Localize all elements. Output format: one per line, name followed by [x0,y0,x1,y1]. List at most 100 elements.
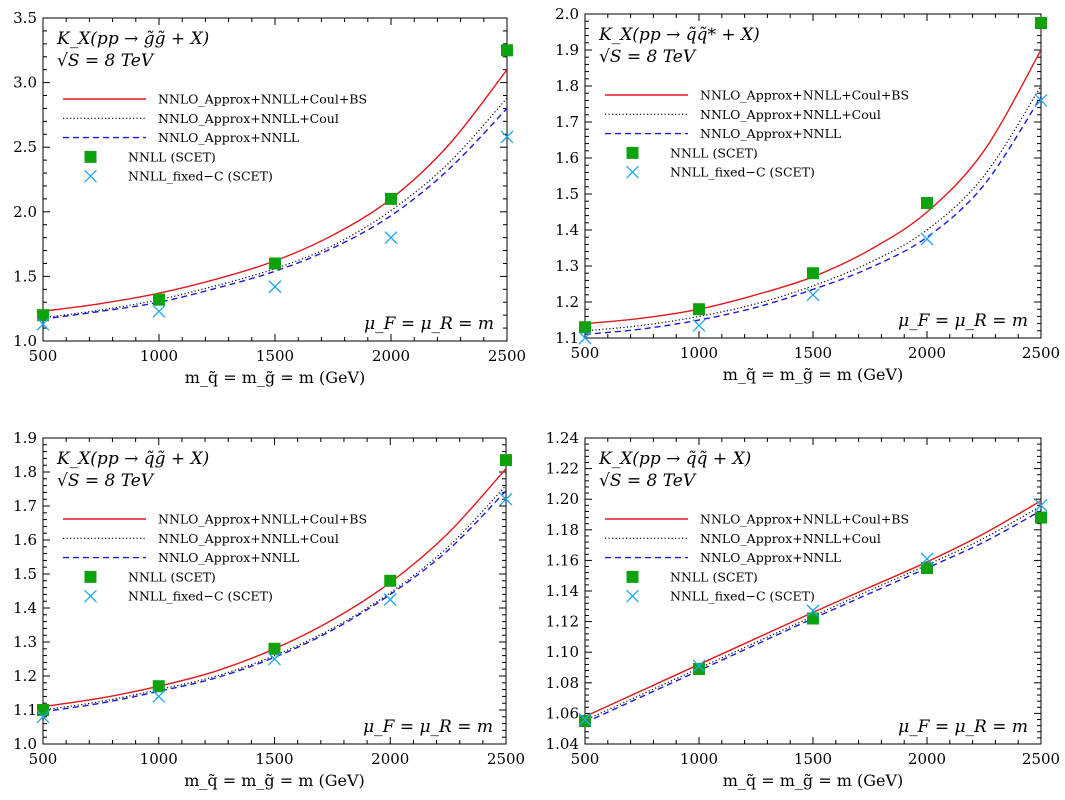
nnll-scet-point [384,574,397,587]
x-tick-label: 500 [571,750,600,768]
y-tick-label: 1.1 [555,329,579,347]
legend-label-5: NNLL_fixed−C (SCET) [128,589,273,604]
legend-label-text: NNLO_Approx+NNLL [158,550,299,565]
nnll-scet-point [1035,511,1047,524]
nnll-scet-point [268,642,281,655]
legend-label-5: NNLL_fixed−C (SCET) [670,165,815,180]
scale-choice-label: μ_F = μ_R = m [364,314,494,334]
legend-label-text: NNLL (SCET) [128,149,216,164]
legend-label-text: NNLL (SCET) [670,145,758,160]
y-tick-label: 1.24 [546,429,579,447]
scale-choice-label: μ_F = μ_R = m [363,717,493,737]
scale-choice-text: μ_F = μ_R = m [364,314,494,334]
process-label-text: K_X(pp → q̃q̃* + X) [598,25,760,45]
panel-process-label: K_X(pp → q̃g̃ + X) [56,449,209,469]
x-tick-label: 2000 [908,344,946,362]
panel-energy-label: √S = 8 TeV [57,471,155,491]
process-label-text: K_X(pp → q̃q̃ + X) [598,449,751,469]
panel-energy-label: √S = 8 TeV [599,47,697,67]
legend: NNLO_Approx+NNLL+Coul+BS NNLO_Approx+NNLL… [605,88,909,180]
process-label-text: K_X(pp → g̃g̃ + X) [56,29,209,49]
energy-label-text: √S = 8 TeV [599,471,697,491]
y-tick-label: 1.4 [555,221,579,239]
nnll-fixed-c-point [692,318,706,332]
nnll-scet-point [385,192,397,205]
y-tick-label: 1.3 [13,633,37,651]
nnll-fixed-c-point [806,604,820,618]
series-line-1 [43,69,507,312]
nnll-fixed-c-point [268,652,281,666]
nnll-fixed-c-point [36,317,50,331]
legend-label-3: NNLO_Approx+NNLL [158,550,299,565]
series-line-1 [585,49,1041,325]
scale-choice-label: μ_F = μ_R = m [898,717,1028,737]
y-tick-label: 1.7 [555,113,579,131]
series-group [43,69,507,320]
panel-energy-label: √S = 8 TeV [599,471,697,491]
nnll-fixed-c-point [578,713,592,726]
y-tick-label: 2.0 [13,203,37,221]
x-tick-label: 500 [571,344,600,362]
plot-panel-3: 500 1000 1500 2000 2500 1.0 1.1 1.2 1.3 1.4 1.5 1.6… [13,429,525,790]
y-tick-label: 1.20 [546,490,579,508]
y-tick-label: 1.9 [555,41,579,59]
legend-marker-square [626,570,639,583]
nnll-fixed-c-point [1034,498,1048,512]
x-tick-label: 1000 [680,750,718,768]
y-tick-label: 1.0 [13,332,37,350]
plot-panel-4: 500 1000 1500 2000 2500 1.04 1.06 1.08 1.10 1.12 1… [546,429,1061,790]
y-tick-label: 1.8 [555,77,579,95]
legend-label-2: NNLO_Approx+NNLL+Coul [158,531,339,546]
legend-label-text: NNLO_Approx+NNLL [700,126,841,141]
x-tick-label: 1000 [140,750,178,768]
x-axis-label-text: m_q̃ = m_g̃ = m (GeV) [185,368,366,387]
y-tick-label: 1.04 [546,735,579,753]
legend-label-text: NNLL_fixed−C (SCET) [128,169,273,184]
y-tick-label: 1.16 [546,551,579,569]
nnll-scet-point [693,663,705,676]
legend-label-3: NNLO_Approx+NNLL [158,130,299,145]
nnll-fixed-c-point [499,492,513,506]
x-tick-label: 2500 [1022,344,1060,362]
nnll-scet-point [921,197,933,209]
y-tick-label: 1.3 [555,257,579,275]
y-tick-label: 1.12 [546,613,579,631]
legend-label-2: NNLO_Approx+NNLL+Coul [700,531,881,546]
nnll-fixed-c-point [920,232,934,246]
energy-label-text: √S = 8 TeV [599,47,697,67]
scale-choice-text: μ_F = μ_R = m [898,717,1028,737]
legend-label-text: NNLO_Approx+NNLL [158,130,299,145]
x-tick-label: 1500 [794,750,832,768]
legend: NNLO_Approx+NNLL+Coul+BS NNLO_Approx+NNLL… [605,512,909,604]
panel-process-label: K_X(pp → q̃q̃* + X) [598,25,760,45]
legend-label-text: NNLO_Approx+NNLL+Coul [700,531,881,546]
process-label-text: K_X(pp → q̃g̃ + X) [56,449,209,469]
legend-label-1: NNLO_Approx+NNLL+Coul+BS [158,92,367,107]
plot-panel-2: 500 1000 1500 2000 2500 1.1 1.2 1.3 1.4 1.5 1.6 1.7… [555,5,1060,384]
legend-label-text: NNLO_Approx+NNLL+Coul [158,531,339,546]
panel-process-label: K_X(pp → q̃q̃ + X) [598,449,751,469]
y-tick-label: 1.22 [546,460,579,478]
nnll-fixed-c-point [384,231,398,245]
series-group [43,468,506,713]
x-tick-label: 500 [29,347,58,365]
legend-label-1: NNLO_Approx+NNLL+Coul+BS [700,512,909,527]
nnll-fixed-c-point [692,659,706,673]
nnll-scet-point [269,257,281,270]
nnll-fixed-c-point [578,331,592,345]
legend-label-text: NNLO_Approx+NNLL+Coul+BS [158,92,367,107]
legend-marker-cross [626,589,639,603]
y-tick-label: 3.0 [13,74,37,92]
energy-label-text: √S = 8 TeV [57,471,155,491]
y-tick-label: 1.2 [555,293,579,311]
scale-choice-label: μ_F = μ_R = m [898,311,1028,331]
x-tick-label: 1000 [140,347,178,365]
y-tick-label: 1.5 [13,267,37,285]
y-tick-label: 1.2 [13,667,37,685]
x-axis-label-text: m_q̃ = m_g̃ = m (GeV) [723,771,904,790]
x-tick-label: 1500 [256,347,294,365]
nnll-fixed-c-point [920,552,934,566]
y-tick-label: 1.6 [555,149,579,167]
legend-label-text: NNLL (SCET) [128,569,216,584]
series-line-3 [585,96,1041,336]
